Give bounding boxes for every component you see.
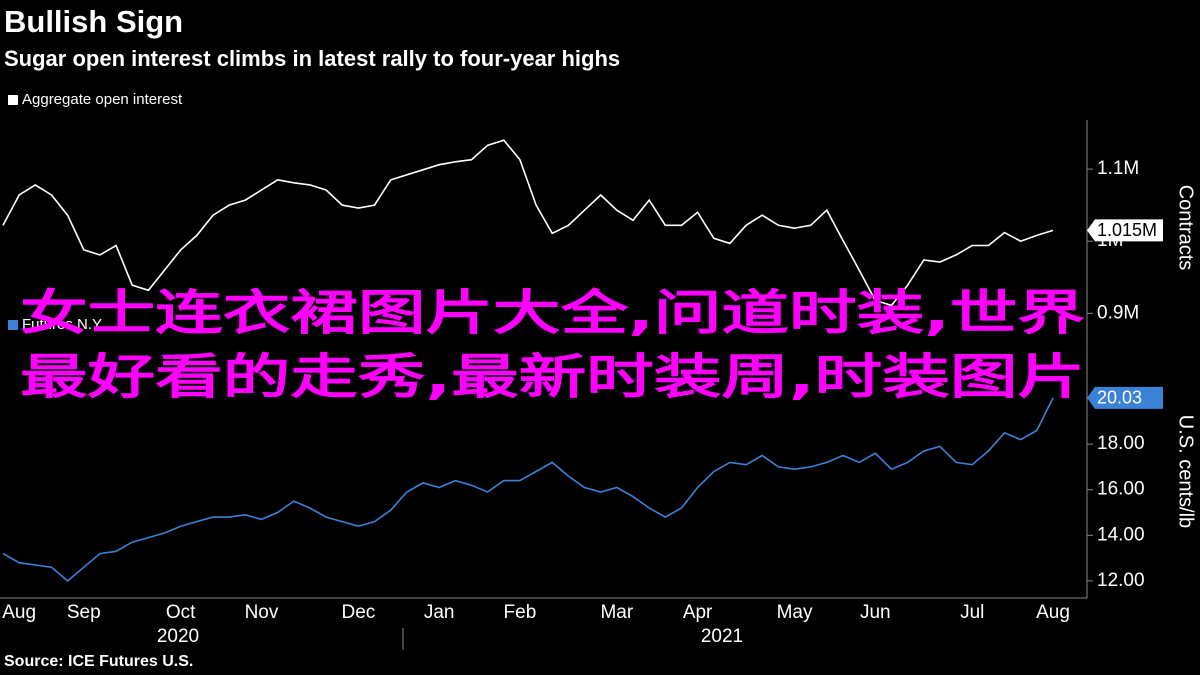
value-label: 1.015M xyxy=(1097,220,1157,240)
x-tick-label: Jan xyxy=(424,602,455,623)
y-tick-label: 18.00 xyxy=(1097,433,1145,454)
value-badge xyxy=(1087,386,1163,409)
value-label: 20.03 xyxy=(1097,388,1142,408)
x-tick-label: Nov xyxy=(245,602,279,623)
chart-title: Bullish Sign xyxy=(4,4,183,39)
x-tick-label: Aug xyxy=(1036,602,1070,623)
chart-subtitle: Sugar open interest climbs in latest ral… xyxy=(4,46,620,71)
x-tick-label: Sep xyxy=(67,602,101,623)
x-group-label: 2021 xyxy=(701,626,743,647)
y-tick-label: 1.1M xyxy=(1097,158,1139,179)
y-tick-label: 14.00 xyxy=(1097,524,1145,545)
overlay-text: 最好看的走秀,最新时装周,时装图片 xyxy=(20,349,1085,405)
y-tick-label: 12.00 xyxy=(1097,570,1145,591)
x-tick-label: Oct xyxy=(166,602,196,623)
legend-swatch xyxy=(8,95,18,105)
data-line xyxy=(2,397,1054,582)
x-tick-label: Feb xyxy=(504,602,537,623)
x-tick-label: Apr xyxy=(683,602,713,623)
x-group-label: 2020 xyxy=(157,626,199,647)
x-tick-label: Jul xyxy=(960,602,984,623)
y-tick-label: 16.00 xyxy=(1097,479,1145,500)
data-line xyxy=(2,139,1054,307)
x-tick-label: Dec xyxy=(341,602,375,623)
overlay-text: 女士连衣裙图片大全,问道时装,世界 xyxy=(20,285,1085,341)
source: Source: ICE Futures U.S. xyxy=(4,653,193,670)
legend-label: Aggregate open interest xyxy=(22,91,183,108)
y-tick-label: 0.9M xyxy=(1097,302,1139,323)
y-axis-title: Contracts xyxy=(1175,185,1197,271)
x-tick-label: Mar xyxy=(600,602,633,623)
x-tick-label: May xyxy=(777,602,813,623)
y-axis-title: U.S. cents/lb xyxy=(1175,415,1197,528)
value-badge xyxy=(1087,219,1163,242)
x-tick-label: Jun xyxy=(860,602,891,623)
legend-label: Futures N.Y. xyxy=(22,316,104,333)
x-tick-label: Aug xyxy=(2,602,36,623)
legend-swatch xyxy=(8,320,18,330)
